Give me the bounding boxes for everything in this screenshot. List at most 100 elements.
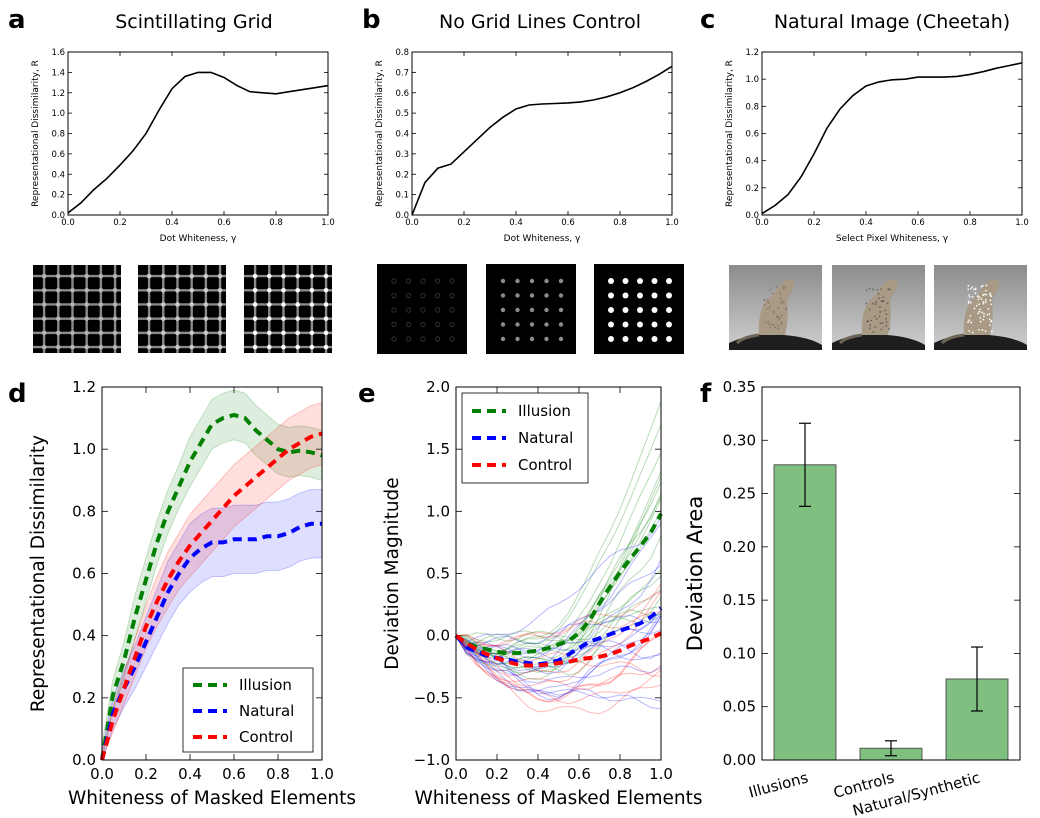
spot (879, 306, 881, 308)
spot (769, 289, 772, 291)
panel-letter-e: e (358, 379, 376, 409)
grid-dot (323, 316, 329, 321)
individual-trace (456, 635, 661, 710)
y-tick-label: 0.3 (395, 150, 409, 160)
spot (985, 293, 988, 296)
spot (880, 328, 883, 331)
spot (884, 317, 887, 320)
grid-dot (98, 287, 104, 293)
grid-dot (98, 273, 104, 279)
individual-trace (456, 635, 661, 690)
spot (876, 288, 879, 291)
dot (405, 321, 412, 328)
grid-dot (295, 330, 300, 336)
grid-dot (281, 287, 286, 293)
y-axis-label: Deviation Area (683, 496, 707, 651)
grid-dot (146, 302, 152, 307)
panel-title-c: Natural Image (Cheetah) (774, 11, 1010, 33)
grid-dot (217, 302, 223, 307)
mean-line-natural (454, 606, 663, 667)
spot (967, 300, 970, 303)
x-tick-label: 0.8 (266, 765, 290, 783)
grid-dot (203, 344, 209, 350)
grid-dot (70, 273, 75, 279)
grid-dot (84, 330, 89, 336)
cheetah-thumbnails (729, 265, 1027, 350)
spot (763, 298, 766, 301)
y-tick-label: 0.2 (72, 689, 96, 707)
y-tick-label: 0.6 (51, 150, 65, 160)
spot (869, 324, 872, 326)
spot (986, 314, 989, 316)
spot (984, 301, 987, 304)
dot (500, 307, 506, 313)
grid-dot (295, 344, 300, 350)
x-tick-label: 0.4 (509, 218, 523, 228)
spot (878, 315, 881, 318)
spot (780, 321, 783, 324)
individual-trace (456, 635, 661, 684)
spot (771, 292, 774, 295)
x-tick-label: 0.0 (444, 765, 468, 783)
individual-trace (456, 615, 661, 693)
spot (763, 303, 766, 306)
grid-dot (70, 330, 75, 336)
series-line (67, 71, 329, 214)
spot (989, 299, 992, 302)
individual-trace (456, 614, 661, 648)
dot (622, 278, 629, 284)
grid-dot (309, 316, 315, 321)
spot (777, 327, 780, 330)
spot (782, 288, 785, 290)
panel-letter-d: d (8, 379, 27, 409)
dot (622, 307, 629, 313)
grid-dot (175, 287, 180, 293)
dot (544, 336, 549, 342)
y-tick-label: −0.5 (414, 689, 450, 707)
dot (637, 292, 643, 299)
grid-dot (189, 287, 194, 293)
plot-frame (67, 51, 329, 216)
y-tick-label: 1.6 (51, 48, 65, 58)
spot (875, 301, 877, 304)
y-tick-label: 0.35 (723, 378, 756, 396)
x-axis-label: Dot Whiteness, γ (504, 234, 581, 244)
x-tick-label: 0.6 (222, 765, 246, 783)
spot (763, 299, 765, 302)
grid-dot (160, 344, 166, 350)
y-tick-label: 0.5 (426, 565, 450, 583)
y-tick-label: 0.0 (72, 751, 96, 769)
spot (865, 302, 868, 305)
spot (972, 288, 975, 291)
grid-dot (252, 330, 258, 336)
grid-dot (160, 273, 166, 279)
cheetah-tail (735, 333, 760, 345)
spot (772, 310, 775, 312)
grid-dot (189, 302, 194, 307)
dot (637, 307, 643, 313)
dot (391, 278, 397, 284)
x-tick-label: 0.2 (485, 765, 509, 783)
panel-letter-b: b (362, 5, 381, 35)
cheetah-body (861, 279, 898, 335)
legend-box (461, 392, 589, 484)
individual-trace (456, 615, 661, 675)
grid-dot (55, 316, 61, 321)
spot (784, 309, 787, 311)
dot (544, 322, 549, 327)
cheetah-photo (729, 265, 822, 350)
dot (420, 307, 426, 313)
grid-dot (146, 287, 152, 293)
grid-dot (309, 330, 315, 336)
y-axis-label: Representational Dissimilarity, R (725, 60, 735, 207)
spot (982, 294, 985, 297)
grid-dot (175, 344, 180, 350)
plot-frame (761, 386, 1021, 761)
grid-dot (323, 287, 329, 293)
mean-line-illusion (454, 512, 663, 656)
plot-frame (411, 51, 673, 216)
chart-f: 0.00 0.05 0.10 0.15 0.20 0.25 0.30 0.35 Deviatio… (683, 378, 1021, 818)
dot (449, 292, 455, 299)
spot (888, 327, 891, 330)
spot (772, 312, 775, 314)
